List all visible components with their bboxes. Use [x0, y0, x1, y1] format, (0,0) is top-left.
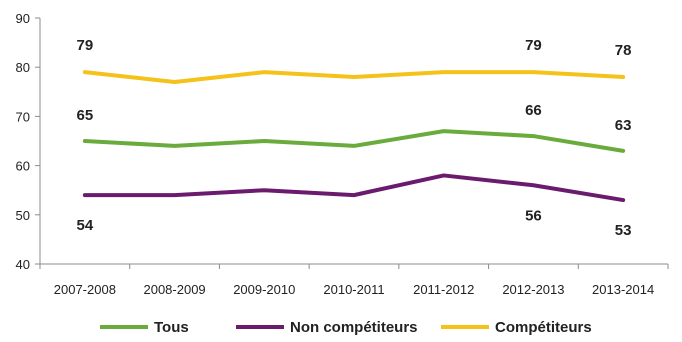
axes: 40 50 60 70 80 90 2007-2008 2008-2009 2009-2010 2…: [16, 11, 669, 297]
legend-label: Non compétiteurs: [290, 319, 418, 336]
y-tick-label: 80: [16, 60, 30, 75]
series-line-2: [82, 70, 626, 84]
series-lines: [82, 70, 626, 203]
series-line-1: [82, 173, 626, 203]
data-label: 66: [525, 102, 542, 119]
y-tick-label: 60: [16, 159, 30, 174]
y-tick-label: 70: [16, 109, 30, 124]
x-tick-label: 2010-2011: [323, 282, 384, 297]
x-tick-label: 2013-2014: [592, 282, 654, 297]
x-tick-label: 2012-2013: [502, 282, 564, 297]
data-label: 79: [77, 37, 94, 54]
data-label: 53: [615, 222, 632, 239]
data-label: 78: [615, 42, 632, 59]
y-tick-label: 50: [16, 208, 30, 223]
legend-label: Tous: [154, 319, 189, 336]
legend-label: Compétiteurs: [495, 319, 592, 336]
data-label: 56: [525, 207, 542, 224]
data-label: 65: [77, 107, 94, 124]
y-tick-label: 90: [16, 11, 30, 26]
data-label: 79: [525, 37, 542, 54]
x-tick-label: 2007-2008: [54, 282, 116, 297]
x-tick-label: 2011-2012: [413, 282, 474, 297]
legend: Tous Non compétiteurs Compétiteurs: [100, 319, 592, 336]
series-line-0: [82, 129, 626, 153]
data-labels: 79 79 78 65 66 63 54 56 53: [77, 37, 632, 239]
data-label: 63: [615, 117, 632, 134]
x-tick-label: 2008-2009: [143, 282, 205, 297]
y-tick-label: 40: [16, 257, 30, 272]
x-tick-label: 2009-2010: [233, 282, 295, 297]
data-label: 54: [77, 217, 94, 234]
